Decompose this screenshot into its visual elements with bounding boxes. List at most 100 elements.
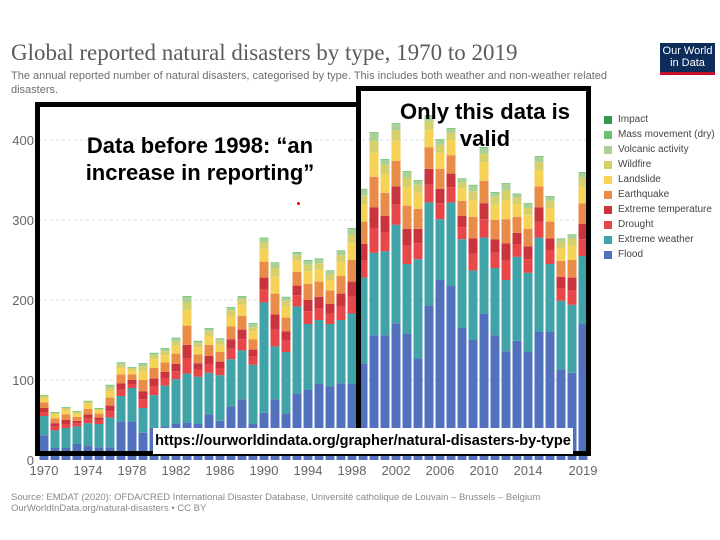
bar-segment-extreme-temperature-2017[interactable] [556,276,566,288]
bar-segment-extreme-temperature-1970[interactable] [39,408,49,412]
bar-segment-flood-2002[interactable] [391,323,401,460]
bar-segment-wildfire-1994[interactable] [303,264,313,272]
bar-segment-volcanic-activity-2005[interactable] [424,116,434,121]
bar-segment-flood-1996[interactable] [325,386,335,460]
bar-segment-extreme-weather-2011[interactable] [490,268,500,336]
legend-item[interactable]: Earthquake [604,187,715,202]
bar-segment-flood-1999[interactable] [358,363,368,460]
bar-segment-earthquake-2000[interactable] [369,176,379,208]
bar-segment-drought-2016[interactable] [545,250,555,264]
bar-segment-flood-2003[interactable] [402,333,412,460]
bar-segment-drought-1980[interactable] [149,386,159,396]
bar-segment-extreme-temperature-1974[interactable] [83,414,93,419]
bar-segment-earthquake-1974[interactable] [83,408,93,415]
bar-segment-landslide-1974[interactable] [83,404,93,409]
bar-segment-mass-movement-dry--2009[interactable] [468,184,478,186]
bar-segment-volcanic-activity-1986[interactable] [215,339,225,341]
bar-segment-drought-1974[interactable] [83,418,93,424]
bar-segment-landslide-1994[interactable] [303,271,313,284]
bar-segment-landslide-2011[interactable] [490,204,500,220]
bar-segment-mass-movement-dry--1973[interactable] [72,411,82,412]
bar-segment-drought-1979[interactable] [138,399,148,408]
bar-segment-flood-2009[interactable] [468,340,478,460]
legend-item[interactable]: Volcanic activity [604,142,715,157]
bar-segment-earthquake-1999[interactable] [358,221,368,244]
bar-segment-extreme-temperature-1992[interactable] [281,331,291,341]
bar-segment-volcanic-activity-2017[interactable] [556,239,566,242]
bar-segment-extreme-temperature-1973[interactable] [72,420,82,424]
bar-segment-volcanic-activity-1983[interactable] [182,296,192,303]
bar-segment-earthquake-1994[interactable] [303,284,313,300]
bar-segment-flood-2010[interactable] [479,313,489,460]
owid-logo[interactable]: Our World in Data [660,43,715,75]
bar-segment-earthquake-1978[interactable] [127,374,137,380]
bar-segment-flood-2007[interactable] [446,285,456,460]
bar-segment-earthquake-2011[interactable] [490,220,500,240]
bar-segment-wildfire-1984[interactable] [193,343,203,348]
bar-segment-earthquake-2001[interactable] [380,192,390,216]
bar-segment-wildfire-1997[interactable] [336,255,346,263]
bar-segment-earthquake-1972[interactable] [61,414,71,420]
bar-segment-earthquake-2008[interactable] [457,200,467,216]
bar-segment-extreme-temperature-1980[interactable] [149,378,159,387]
bar-segment-drought-2012[interactable] [501,260,511,280]
bar-segment-wildfire-2001[interactable] [380,164,390,175]
bar-segment-wildfire-1973[interactable] [72,412,82,414]
legend-item[interactable]: Drought [604,217,715,232]
bar-segment-wildfire-1974[interactable] [83,401,93,404]
bar-segment-drought-1994[interactable] [303,311,313,324]
bar-segment-mass-movement-dry--1982[interactable] [171,337,181,339]
bar-segment-extreme-temperature-1986[interactable] [215,361,225,368]
bar-segment-extreme-weather-2013[interactable] [512,256,522,341]
bar-segment-wildfire-1980[interactable] [149,355,159,360]
bar-segment-extreme-temperature-1984[interactable] [193,363,203,370]
bar-segment-drought-2003[interactable] [402,245,412,264]
bar-segment-wildfire-1999[interactable] [358,195,368,204]
bar-segment-wildfire-1998[interactable] [347,234,357,244]
bar-segment-volcanic-activity-2018[interactable] [567,235,577,239]
bar-segment-mass-movement-dry--1987[interactable] [226,307,236,308]
bar-segment-extreme-temperature-2005[interactable] [424,168,434,185]
bar-segment-drought-1995[interactable] [314,308,324,320]
bar-segment-landslide-1999[interactable] [358,204,368,222]
bar-segment-wildfire-1971[interactable] [50,412,60,415]
bar-segment-wildfire-1990[interactable] [259,242,269,249]
bar-segment-landslide-1979[interactable] [138,371,148,380]
bar-segment-earthquake-2017[interactable] [556,260,566,277]
bar-segment-landslide-1978[interactable] [127,370,137,375]
bar-segment-drought-1986[interactable] [215,368,225,376]
bar-segment-extreme-temperature-1988[interactable] [237,329,247,340]
bar-segment-wildfire-2017[interactable] [556,241,566,248]
legend-item[interactable]: Extreme temperature [604,202,715,217]
bar-segment-landslide-1990[interactable] [259,248,269,262]
bar-segment-drought-1970[interactable] [39,412,49,416]
bar-segment-volcanic-activity-2001[interactable] [380,160,390,165]
bar-segment-drought-1989[interactable] [248,356,258,365]
bar-segment-mass-movement-dry--2006[interactable] [435,139,445,140]
bar-segment-drought-2006[interactable] [435,203,445,220]
bar-segment-drought-2005[interactable] [424,184,434,203]
bar-segment-flood-2015[interactable] [534,332,544,460]
bar-segment-extreme-temperature-1987[interactable] [226,339,236,349]
bar-segment-extreme-weather-2012[interactable] [501,280,511,352]
bar-segment-mass-movement-dry--1986[interactable] [215,338,225,340]
bar-segment-extreme-weather-2005[interactable] [424,202,434,306]
bar-segment-extreme-weather-1977[interactable] [116,396,126,422]
bar-segment-flood-2014[interactable] [523,352,533,460]
bar-segment-wildfire-1993[interactable] [292,255,302,261]
bar-segment-mass-movement-dry--2004[interactable] [413,180,423,181]
bar-segment-mass-movement-dry--1975[interactable] [94,408,104,409]
bar-segment-earthquake-1975[interactable] [94,413,104,418]
bar-segment-earthquake-2002[interactable] [391,160,401,187]
bar-segment-flood-2001[interactable] [380,335,390,460]
bar-segment-flood-1995[interactable] [314,384,324,460]
bar-segment-mass-movement-dry--1972[interactable] [61,407,71,408]
bar-segment-extreme-weather-1982[interactable] [171,379,181,424]
bar-segment-extreme-weather-1978[interactable] [127,388,137,422]
bar-segment-drought-2002[interactable] [391,204,401,225]
bar-segment-extreme-weather-1974[interactable] [83,423,93,446]
bar-segment-extreme-temperature-1999[interactable] [358,244,368,260]
bar-segment-mass-movement-dry--1977[interactable] [116,362,126,364]
bar-segment-flood-2019[interactable] [578,324,588,460]
bar-segment-mass-movement-dry--2001[interactable] [380,159,390,160]
